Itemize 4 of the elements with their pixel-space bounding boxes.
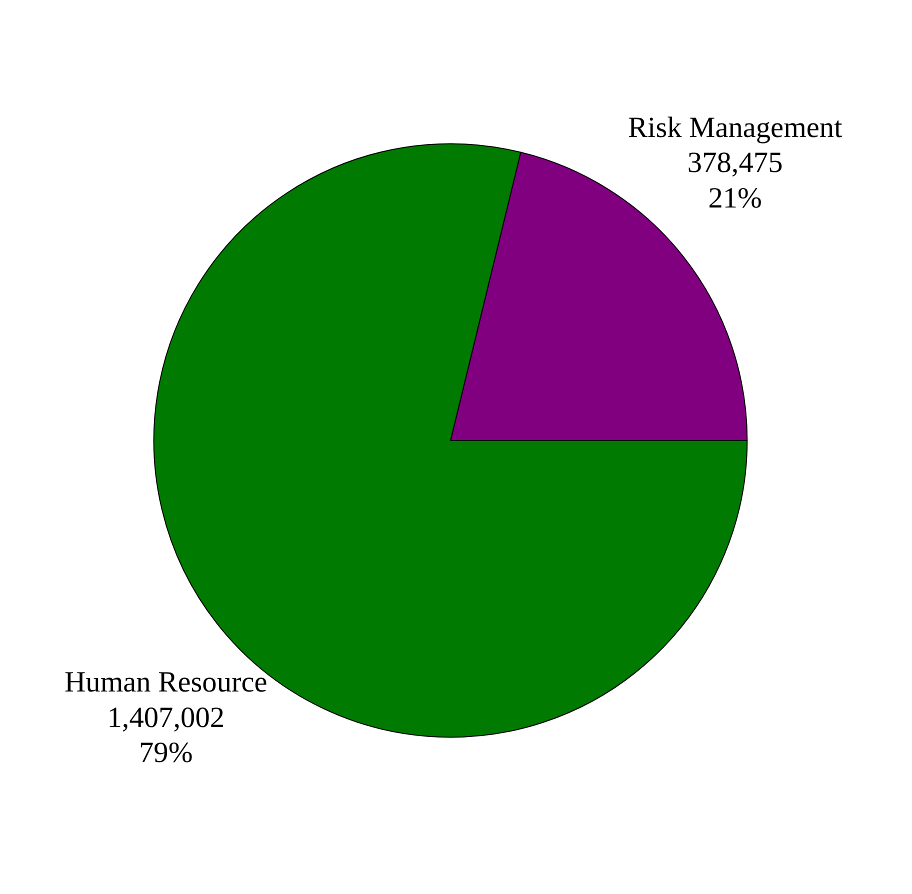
data-label: 1,407,002 79% <box>107 702 225 770</box>
slice-label: Risk Management <box>628 112 842 144</box>
slice-label: Human Resource <box>64 666 268 699</box>
data-label: 378,475 21% <box>687 147 783 214</box>
